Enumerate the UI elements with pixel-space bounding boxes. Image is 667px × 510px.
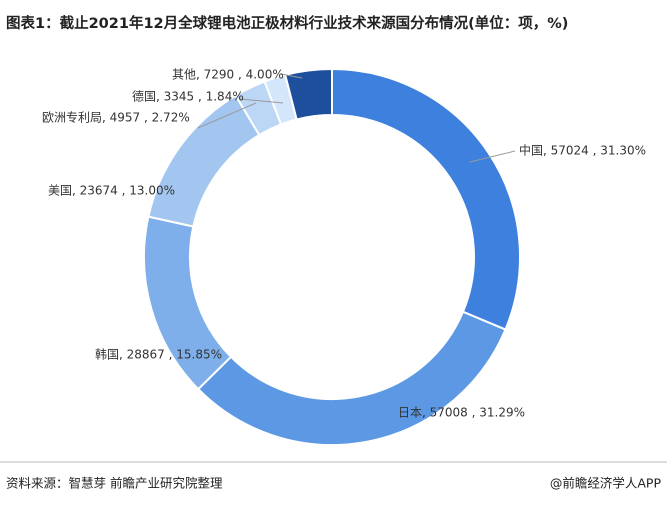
data-label: 欧洲专利局, 4957 , 2.72% bbox=[42, 110, 190, 125]
leader-line bbox=[197, 102, 257, 129]
data-label: 美国, 23674 , 13.00% bbox=[48, 184, 175, 198]
chart-title: 图表1：截止2021年12月全球锂电池正极材料行业技术来源国分布情况(单位：项，… bbox=[6, 14, 568, 32]
watermark: @前瞻经济学人APP bbox=[550, 476, 662, 491]
donut-slice bbox=[284, 67, 333, 121]
labels: 中国, 57024 , 31.30% 日本, 57008 , 31.29% 韩国, … bbox=[42, 68, 646, 420]
data-label: 其他, 7290 , 4.00% bbox=[172, 68, 284, 82]
leader-line bbox=[280, 73, 303, 79]
data-label: 韩国, 28867 , 15.85% bbox=[95, 347, 222, 362]
source: 资料来源：智慧芽 前瞻产业研究院整理 bbox=[6, 476, 223, 491]
data-label: 德国, 3345 , 1.84% bbox=[132, 89, 244, 104]
leader-line bbox=[239, 98, 284, 104]
leader-line bbox=[469, 150, 516, 163]
slices bbox=[143, 67, 521, 446]
data-label: 中国, 57024 , 31.30% bbox=[519, 143, 646, 158]
data-label: 日本, 57008 , 31.29% bbox=[398, 406, 525, 420]
